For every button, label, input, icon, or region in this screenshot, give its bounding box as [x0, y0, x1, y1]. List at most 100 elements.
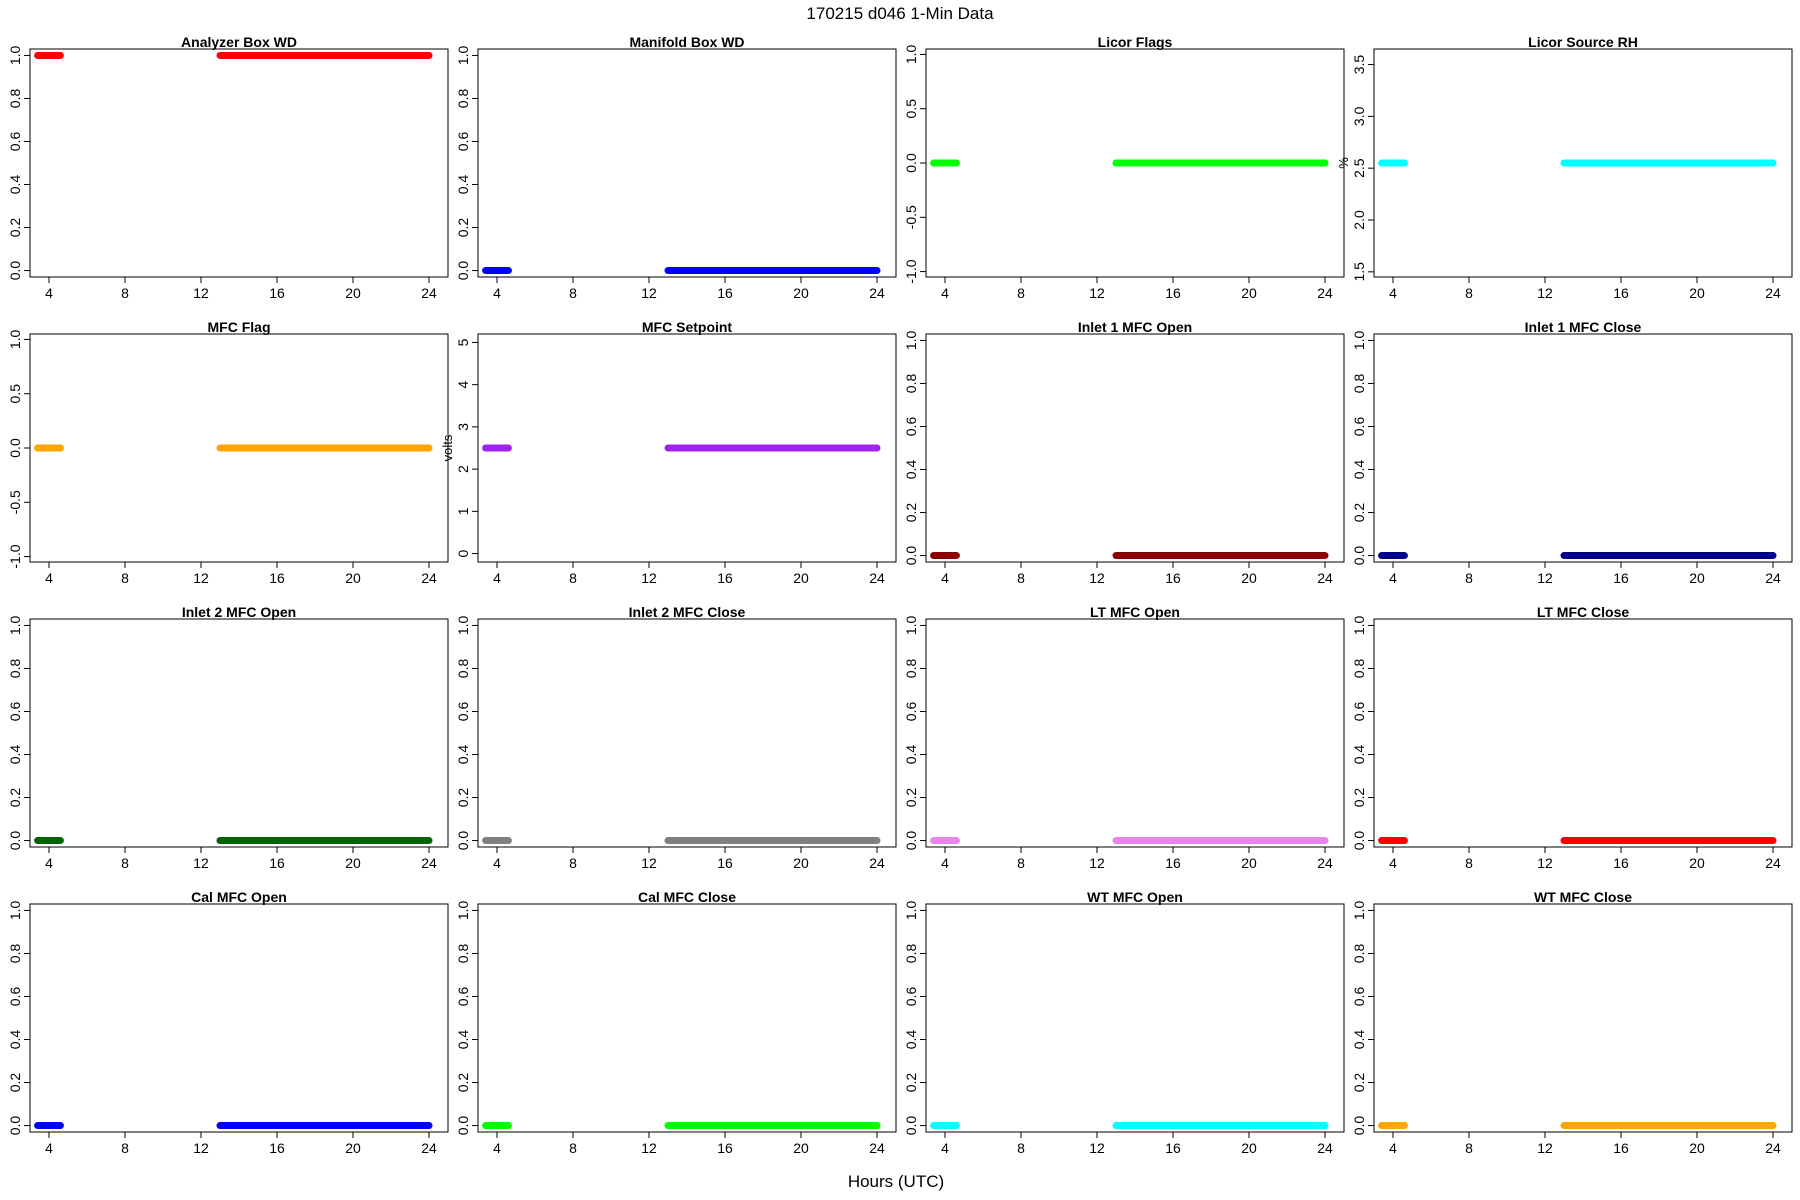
x-tick-label: 8 [1017, 855, 1025, 871]
y-tick-label: 0.4 [1351, 460, 1367, 480]
panel-title: Cal MFC Open [191, 889, 287, 905]
y-tick-label: 0.0 [903, 153, 919, 173]
x-tick-label: 4 [493, 855, 501, 871]
panel-cal-mfc-open: Cal MFC Open 4 8 12 16 20 24 0.0 0.2 0.4 0.6 0.8 1.0 [7, 889, 449, 1156]
x-tick-label: 16 [1165, 855, 1181, 871]
x-tick-label: 12 [641, 285, 657, 301]
y-tick-label: 0.0 [903, 546, 919, 566]
panel-title: LT MFC Open [1090, 604, 1180, 620]
y-tick-label: 0.2 [7, 218, 23, 238]
panel-mfc-flag: MFC Flag 4 8 12 16 20 24 -1.0 -0.5 0.0 0.5 1.0 [7, 319, 449, 586]
x-tick-label: 16 [717, 855, 733, 871]
x-tick-label: 16 [269, 855, 285, 871]
y-tick-label: 0.8 [455, 89, 471, 109]
x-tick-label: 8 [121, 570, 129, 586]
x-tick-label: 12 [1089, 570, 1105, 586]
y-tick-label: -1.0 [7, 544, 23, 568]
y-tick-label: 0.0 [7, 438, 23, 458]
y-tick-label: 0.0 [1351, 546, 1367, 566]
panel-title: Cal MFC Close [638, 889, 736, 905]
y-tick-label: 0.6 [455, 987, 471, 1007]
y-tick-label: 2.5 [1351, 158, 1367, 178]
x-tick-label: 12 [1537, 570, 1553, 586]
y-tick-label: 0.0 [903, 831, 919, 851]
panel-title: WT MFC Open [1087, 889, 1183, 905]
y-tick-label: 1.0 [903, 44, 919, 64]
x-tick-label: 12 [1537, 285, 1553, 301]
y-tick-label: 0 [455, 549, 471, 557]
y-tick-label: 0.8 [7, 659, 23, 679]
x-tick-label: 16 [717, 285, 733, 301]
y-tick-label: 0.6 [1351, 987, 1367, 1007]
x-tick-label: 24 [869, 285, 885, 301]
y-tick-label: 0.6 [7, 702, 23, 722]
y-tick-label: 0.4 [903, 745, 919, 765]
panel-title: Licor Flags [1098, 34, 1173, 50]
panel-inlet-1-mfc-open: Inlet 1 MFC Open 4 8 12 16 20 24 0.0 0.2 0.4 0.6 0.… [903, 319, 1345, 586]
y-tick-label: 1.0 [455, 46, 471, 66]
panel-lt-mfc-close: LT MFC Close 4 8 12 16 20 24 0.0 0.2 0.4 0.6 0.8 1.0 [1351, 604, 1793, 871]
y-tick-label: 0.6 [903, 702, 919, 722]
x-tick-label: 24 [1317, 1140, 1333, 1156]
x-tick-label: 12 [641, 855, 657, 871]
x-tick-label: 20 [793, 570, 809, 586]
x-tick-label: 24 [1317, 855, 1333, 871]
x-tick-label: 12 [193, 855, 209, 871]
y-tick-label: 1.0 [455, 901, 471, 921]
y-tick-label: 5 [455, 338, 471, 346]
x-tick-label: 24 [421, 855, 437, 871]
panels: Analyzer Box WD4 8 12 16 20 240.00.20.40.60.8… [7, 34, 1793, 1156]
x-tick-label: 12 [1089, 855, 1105, 871]
y-tick-label: 0.6 [903, 417, 919, 437]
panel-title: LT MFC Close [1537, 604, 1630, 620]
y-tick-label: 0.8 [455, 944, 471, 964]
y-tick-label: 0.6 [1351, 417, 1367, 437]
x-tick-label: 8 [569, 1140, 577, 1156]
plot-frame [925, 618, 1345, 848]
x-tick-label: 4 [45, 285, 53, 301]
y-tick-label: 0.8 [7, 89, 23, 109]
panel-title: Inlet 2 MFC Close [629, 604, 746, 620]
x-tick-label: 8 [569, 570, 577, 586]
plot-frame [29, 48, 449, 278]
y-tick-label: 1.0 [903, 901, 919, 921]
plot-frame [477, 333, 897, 563]
x-tick-label: 4 [1389, 285, 1397, 301]
y-tick-label: 0.0 [903, 1116, 919, 1136]
x-tick-label: 20 [1241, 285, 1257, 301]
x-tick-label: 12 [193, 1140, 209, 1156]
y-tick-label: 0.2 [903, 1073, 919, 1093]
y-tick-label: 0.0 [7, 831, 23, 851]
y-tick-label: 1.0 [455, 616, 471, 636]
x-tick-label: 16 [269, 570, 285, 586]
x-tick-label: 20 [345, 855, 361, 871]
x-tick-label: 20 [1689, 1140, 1705, 1156]
x-tick-label: 20 [345, 570, 361, 586]
x-tick-label: 4 [45, 570, 53, 586]
y-tick-label: 1.0 [7, 46, 23, 66]
y-tick-label: 0.6 [7, 132, 23, 152]
y-tick-label: 0.8 [7, 944, 23, 964]
panel-wt-mfc-close: WT MFC Close 4 8 12 16 20 24 0.0 0.2 0.4 0.6 0.8 1.0 [1351, 889, 1793, 1156]
y-tick-label: 0.4 [7, 175, 23, 195]
y-tick-label: 0.2 [455, 218, 471, 238]
x-tick-label: 4 [493, 570, 501, 586]
panel-title: WT MFC Close [1534, 889, 1632, 905]
plot-frame [477, 48, 897, 278]
panel-title: Licor Source RH [1528, 34, 1638, 50]
x-tick-label: 8 [1465, 1140, 1473, 1156]
y-tick-label: 0.8 [903, 659, 919, 679]
y-tick-label: 1.0 [903, 331, 919, 351]
y-tick-label: 0.8 [903, 374, 919, 394]
x-tick-label: 24 [869, 570, 885, 586]
x-tick-label: 20 [793, 285, 809, 301]
x-tick-label: 24 [1765, 285, 1781, 301]
x-tick-label: 4 [1389, 1140, 1397, 1156]
x-tick-label: 12 [193, 570, 209, 586]
x-tick-label: 8 [1017, 1140, 1025, 1156]
y-tick-label: 0.8 [455, 659, 471, 679]
x-tick-label: 8 [121, 1140, 129, 1156]
x-tick-label: 8 [1465, 285, 1473, 301]
y-tick-label: 0.0 [455, 261, 471, 281]
